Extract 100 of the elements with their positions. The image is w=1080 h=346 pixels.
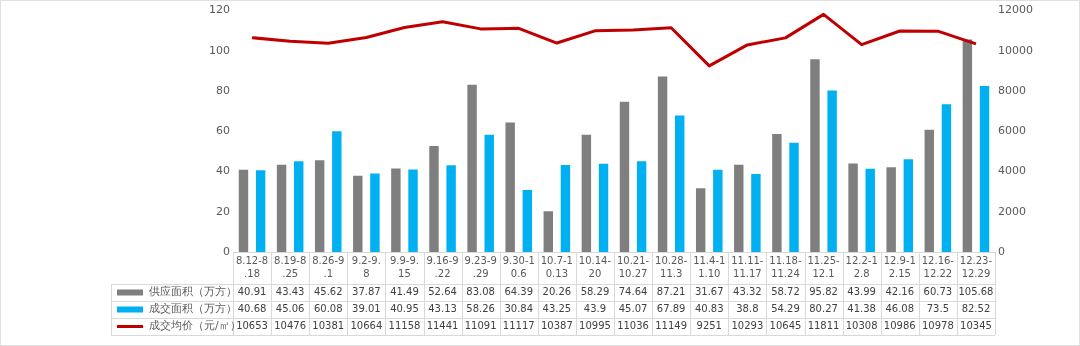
- data-label: 10345: [960, 320, 992, 332]
- data-label: 37.87: [352, 286, 381, 298]
- data-label: 40.95: [390, 303, 419, 315]
- x-tick-label: 9.2-9.8: [351, 255, 381, 280]
- data-label: 73.5: [926, 303, 949, 315]
- bar: [294, 161, 304, 252]
- bar: [810, 59, 820, 252]
- data-label: 43.25: [542, 303, 572, 315]
- bar: [789, 142, 799, 252]
- data-label: 39.01: [352, 303, 381, 315]
- x-tick-label: 10.14-20: [578, 255, 612, 280]
- bar: [370, 173, 380, 252]
- data-label: 11441: [426, 320, 459, 332]
- data-label: 30.84: [504, 303, 534, 315]
- data-label: 40.91: [237, 286, 267, 298]
- bar: [903, 159, 914, 252]
- data-label: 31.67: [694, 286, 724, 298]
- x-tick-label: 8.12-8.18: [235, 255, 269, 280]
- y-tick-label: 40: [216, 164, 230, 178]
- bar: [276, 164, 287, 252]
- bar: [543, 211, 553, 252]
- y2-tick-label: 12000: [998, 3, 1033, 17]
- bar: [619, 101, 630, 252]
- data-label: 40.68: [237, 303, 267, 315]
- bar: [446, 165, 456, 252]
- bar: [675, 115, 685, 252]
- data-label: 64.39: [504, 286, 534, 298]
- bar: [255, 170, 266, 252]
- y-tick-label: 20: [216, 204, 230, 218]
- bar: [314, 160, 325, 252]
- y2-tick-label: 0: [998, 244, 1005, 258]
- x-tick-label: 10.21-10.27: [616, 255, 650, 280]
- bar: [238, 169, 249, 252]
- x-tick-label: 9.30-10.6: [502, 255, 535, 280]
- bar: [484, 134, 494, 252]
- bar: [924, 129, 934, 252]
- data-label: 87.21: [656, 286, 686, 298]
- x-tick-label: 12.2-12.8: [845, 255, 878, 280]
- x-tick-label: 11.4-11.10: [693, 255, 726, 280]
- x-tick-label: 11.18-11.24: [769, 255, 802, 280]
- data-label: 10476: [274, 320, 307, 332]
- x-tick-label: 10.28-11.3: [655, 255, 688, 280]
- data-label: 58.29: [580, 286, 610, 298]
- bar: [695, 188, 706, 252]
- data-label: 11036: [617, 320, 649, 332]
- data-label: 74.64: [618, 286, 648, 298]
- bar: [636, 161, 647, 252]
- data-label: 60.08: [313, 303, 343, 315]
- y-tick-label: 0: [223, 244, 230, 258]
- y2-tick-label: 2000: [998, 204, 1026, 218]
- data-label: 43.99: [847, 286, 876, 298]
- data-label: 10978: [921, 320, 954, 332]
- bar: [848, 163, 858, 252]
- x-tick-label: 9.9-9.15: [389, 255, 419, 280]
- data-label: 58.26: [466, 303, 495, 315]
- data-label: 10645: [769, 320, 802, 332]
- data-label: 105.68: [958, 286, 994, 298]
- y2-tick-label: 8000: [998, 83, 1026, 97]
- x-tick-label: 8.19-8.25: [274, 255, 307, 280]
- bar: [734, 164, 744, 252]
- bar: [941, 104, 952, 252]
- data-label: 42.16: [885, 286, 915, 298]
- data-label: 45.62: [313, 286, 343, 298]
- bar: [408, 169, 418, 252]
- data-label: 10995: [579, 320, 611, 332]
- data-label: 40.83: [694, 303, 724, 315]
- bar: [560, 165, 571, 252]
- data-label: 54.29: [771, 303, 800, 315]
- data-label: 10986: [883, 320, 916, 332]
- legend-label: 成交面积（万方）: [149, 302, 237, 316]
- data-label: 95.82: [809, 286, 838, 298]
- data-label: 60.73: [923, 286, 953, 298]
- data-label: 10653: [236, 320, 268, 332]
- bar: [657, 76, 668, 252]
- bar: [886, 167, 896, 252]
- data-label: 41.38: [847, 303, 876, 315]
- data-label: 20.26: [542, 286, 572, 298]
- bar: [751, 173, 761, 252]
- data-label: 83.08: [466, 286, 495, 298]
- bar: [713, 169, 723, 252]
- y-tick-label: 120: [209, 3, 230, 17]
- x-tick-label: 11.25-12.1: [807, 255, 841, 280]
- data-label: 9251: [696, 320, 722, 332]
- bar: [332, 131, 342, 252]
- bar: [865, 168, 875, 252]
- bar: [467, 84, 477, 252]
- bar: [505, 122, 515, 252]
- bar: [391, 168, 401, 252]
- data-label: 11149: [655, 320, 688, 332]
- y2-tick-label: 6000: [998, 124, 1026, 138]
- bar: [429, 146, 439, 252]
- data-label: 45.06: [275, 303, 305, 315]
- bar: [772, 133, 782, 252]
- legend-label: 供应面积（万方）: [149, 285, 237, 299]
- bar: [979, 86, 990, 252]
- y-tick-label: 80: [216, 83, 230, 97]
- data-label: 52.64: [428, 286, 457, 298]
- y2-tick-label: 4000: [998, 164, 1026, 178]
- bar: [598, 163, 609, 252]
- data-label: 43.43: [275, 286, 305, 298]
